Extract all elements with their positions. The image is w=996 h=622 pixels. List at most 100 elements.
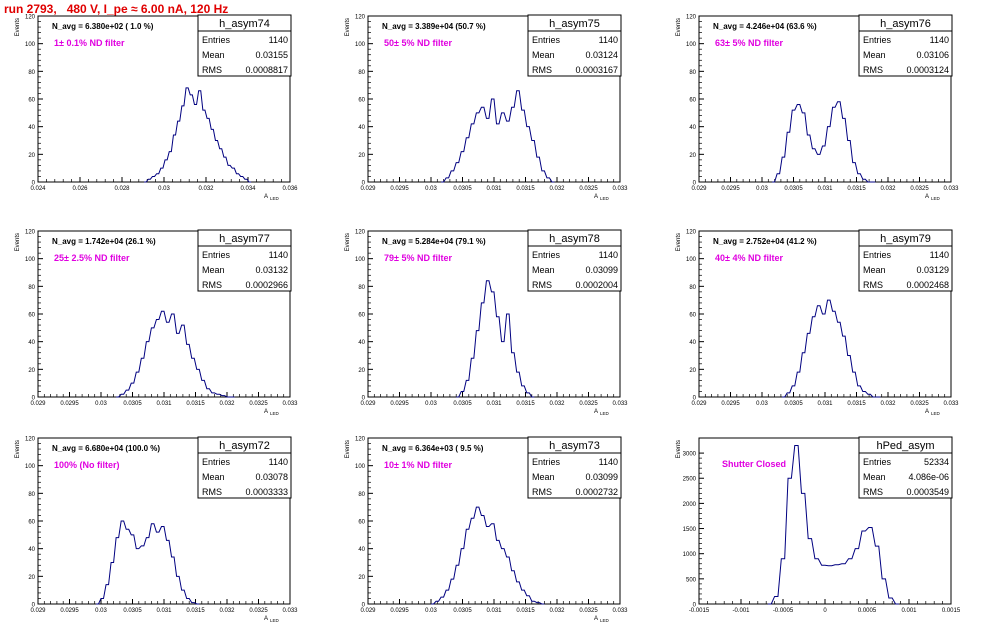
histogram-panel-h_asym77: 0 20 40 60 80 100 120 0.029 0.0295 0.03 0.0305 0.03… [15,229,298,416]
stats-value-mean: 0.03099 [585,265,618,275]
x-tick-label: 0.0305 [784,186,803,192]
stats-label-entries: Entries [202,35,231,45]
y-axis-label: Events [345,18,351,36]
histogram-bin [172,557,175,604]
y-tick-label: 80 [28,492,35,498]
histogram-bin [802,113,805,182]
navg-label: N_avg = 4.246e+04 (63.6 %) [713,22,817,31]
x-tick-label: -0.001 [732,608,750,614]
histogram-bin [116,538,119,604]
stats-label-rms: RMS [532,65,552,75]
histogram-bin [167,322,170,397]
histogram-bin [146,538,149,604]
histogram-bin [507,121,510,182]
y-tick-label: 0 [362,603,366,609]
x-tick-label: 0.032 [549,186,565,192]
histogram-bin [807,135,810,182]
x-tick-label: 0.03 [425,401,437,407]
histogram-bin [848,141,851,183]
navg-label: N_avg = 3.389e+04 (50.7 %) [382,22,486,31]
x-tick-label: 0.033 [943,401,959,407]
x-tick-label: 0.029 [30,608,46,614]
histogram-bin [838,322,841,397]
stats-title: h_asym73 [549,440,600,452]
stats-label-entries: Entries [532,457,561,467]
x-tick-label: -0.0015 [689,608,710,614]
x-tick-label: 0.03 [95,401,107,407]
y-tick-label: 20 [358,153,365,159]
x-tick-label: 0.033 [612,401,628,407]
histogram-bin [828,300,831,397]
histogram-bin [156,320,159,397]
x-tick-label: 0.0305 [784,401,803,407]
histogram-bin [512,571,515,604]
stats-label-mean: Mean [863,265,886,275]
y-tick-label: 20 [28,575,35,581]
histogram-bin [537,157,540,182]
x-tick-label: 0.0315 [186,401,205,407]
x-tick-label: 0.033 [282,608,298,614]
stats-box [527,14,622,77]
histogram-bin [517,582,520,604]
histogram-bin [178,121,180,182]
y-tick-label: 1000 [683,552,697,558]
x-tick-label: 0.03 [158,186,170,192]
filter-label: 100% (No filter) [54,460,120,470]
y-tick-label: 100 [25,42,36,48]
histogram-bin [869,528,872,604]
stats-label-mean: Mean [532,265,555,275]
histogram-line [431,506,545,605]
histogram-bin [795,446,798,604]
histogram-bin [131,535,134,604]
y-tick-label: 20 [28,153,35,159]
navg-label: N_avg = 1.742e+04 (26.1 %) [52,237,156,246]
stats-label-mean: Mean [202,50,225,60]
filter-label: Shutter Closed [722,459,786,469]
histogram-bin [512,353,515,397]
stats-label-rms: RMS [863,65,883,75]
stats-label-mean: Mean [863,50,886,60]
y-tick-label: 60 [28,520,35,526]
y-tick-label: 0 [693,181,697,187]
x-tick-label: 0.032 [880,401,896,407]
histogram-bin [451,579,454,604]
histogram-line [116,310,235,398]
x-axis-label-subscript: LED [600,196,610,201]
x-tick-label: 0.0315 [847,401,866,407]
histogram-bin [486,527,489,604]
x-tick-label: 0.0315 [516,186,535,192]
histogram-bin [833,107,836,182]
x-axis-label-subscript: LED [270,196,280,201]
y-tick-label: 0 [362,396,366,402]
x-axis-label-subscript: LED [270,411,280,416]
histogram-bin [466,138,469,182]
stats-box [527,436,622,499]
histogram-bin [542,171,545,182]
x-tick-label: 0.0295 [60,608,79,614]
histogram-bin [797,105,800,182]
histogram-bin [182,325,185,397]
histogram-bin [849,559,852,604]
stats-value-mean: 0.03106 [916,50,949,60]
x-tick-label: 0.0295 [721,401,740,407]
x-tick-label: 0.029 [360,186,376,192]
histogram-bin [207,118,209,182]
histogram-bin [187,344,190,397]
histogram-bin [822,565,825,604]
histogram-bin [875,546,878,604]
stats-title: h_asym77 [219,233,270,245]
histogram-bin [224,157,226,182]
histogram-bin [476,507,479,604]
x-tick-label: 0.03 [95,608,107,614]
histogram-bin [141,546,144,604]
y-tick-label: 0 [693,603,697,609]
histogram-line [772,101,876,183]
histogram-bin [491,524,494,604]
x-tick-label: 0.0315 [516,401,535,407]
histogram-panel-h_asym76: 0 20 40 60 80 100 120 0.029 0.0295 0.03 0.0305 0.03… [676,14,959,201]
histogram-bin [481,303,484,397]
histogram-bin [172,314,175,397]
histogram-bin [161,527,164,604]
histogram-bin [848,356,851,398]
